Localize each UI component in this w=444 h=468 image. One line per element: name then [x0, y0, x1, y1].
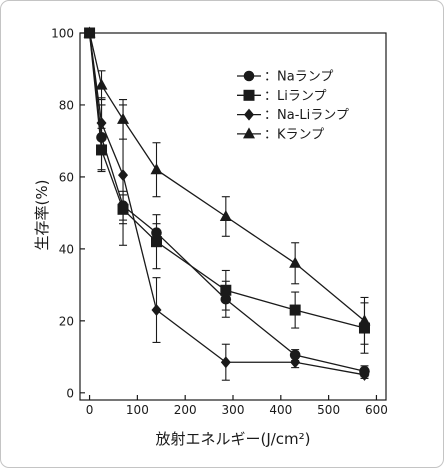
y-tick-label: 20	[59, 314, 74, 328]
legend-item-na-li: ：Na-Liランプ	[237, 108, 349, 123]
marker-layer	[83, 26, 371, 381]
y-tick-label: 60	[59, 170, 74, 184]
x-axis-label: 放射エネルギー(J/cm²)	[155, 430, 310, 448]
li-data-point	[117, 203, 129, 215]
legend-label: ：Naランプ	[264, 70, 333, 85]
axes: 0 20 40 60 80 100 0 100 200 300 400 500 600	[51, 27, 388, 418]
li-data-point	[84, 27, 96, 39]
legend-label: ：Na-Liランプ	[264, 108, 349, 123]
k-data-point	[289, 256, 302, 268]
legend-marker	[244, 108, 254, 121]
li-data-point	[289, 304, 301, 316]
legend: ：Naランプ：Liランプ：Na-Liランプ：Kランプ	[237, 70, 349, 142]
legend-item-li: ：Liランプ	[237, 89, 326, 104]
na-li-data-point	[118, 169, 129, 182]
k-data-point	[150, 163, 163, 175]
legend-series-name: Kランプ	[277, 127, 324, 142]
legend-item-na: ：Naランプ	[237, 70, 333, 85]
k-data-point	[117, 112, 130, 124]
y-tick-label: 100	[51, 27, 74, 41]
li-data-point	[151, 236, 162, 248]
na-data-point	[220, 293, 232, 305]
legend-marker	[243, 127, 255, 139]
legend-series-name: Liランプ	[277, 89, 326, 104]
x-tick-label: 400	[269, 403, 292, 417]
legend-separator: ：	[264, 70, 277, 85]
legend-separator: ：	[264, 127, 277, 142]
x-tick-label: 300	[222, 403, 245, 417]
li-data-point	[96, 144, 108, 156]
x-tick-label: 500	[317, 403, 340, 417]
x-tick-label: 600	[365, 403, 388, 417]
li-data-point	[358, 322, 370, 334]
series-na	[88, 32, 369, 378]
legend-marker	[243, 70, 255, 82]
k-data-point	[219, 210, 232, 221]
na-li-data-point	[96, 116, 107, 129]
k-data-point	[95, 78, 108, 90]
y-tick-label: 0	[66, 386, 74, 400]
legend-marker	[243, 89, 255, 101]
legend-label: ：Liランプ	[264, 89, 326, 104]
series-layer	[88, 32, 369, 381]
legend-series-name: Naランプ	[277, 70, 333, 85]
na-data-point	[96, 132, 107, 143]
na-data-points	[84, 27, 370, 377]
na-data-point	[151, 227, 162, 238]
x-tick-label: 200	[174, 403, 197, 417]
y-tick-label: 80	[59, 98, 74, 112]
y-axis-label: 生存率(%)	[33, 180, 51, 251]
legend-label: ：Kランプ	[264, 127, 324, 142]
series-na-li	[88, 32, 369, 381]
x-tick-label: 100	[126, 403, 149, 417]
na-li-data-point	[220, 356, 231, 369]
y-tick-label: 40	[59, 242, 74, 256]
na-data-point	[359, 365, 370, 377]
legend-series-name: Na-Liランプ	[277, 108, 349, 123]
x-tick-label: 0	[86, 403, 94, 417]
legend-separator: ：	[264, 89, 277, 104]
legend-separator: ：	[264, 108, 277, 123]
li-data-points	[84, 27, 370, 334]
plot-frame	[79, 32, 387, 401]
legend-item-k: ：Kランプ	[237, 127, 324, 142]
li-data-point	[220, 284, 232, 296]
na-li-data-point	[151, 304, 162, 317]
na-data-point	[289, 349, 301, 361]
